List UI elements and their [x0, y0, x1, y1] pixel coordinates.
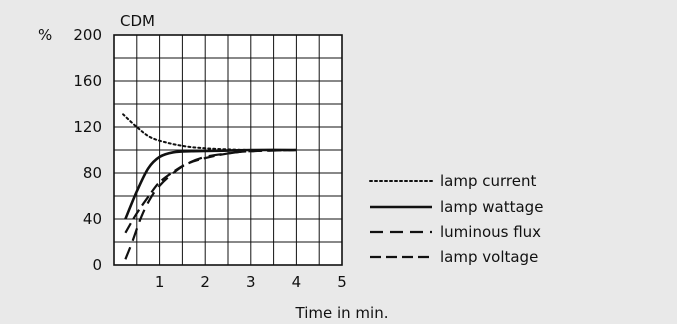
- legend: lamp current lamp wattage luminous flux lam…: [369, 172, 543, 266]
- y-axis-unit: %: [38, 26, 52, 44]
- series-line-luminous-flux: [124, 148, 297, 260]
- legend-label-lamp-current: lamp current: [440, 172, 536, 190]
- series-line-lamp-voltage: [124, 148, 297, 234]
- series-layer: [122, 113, 298, 260]
- plot-frame: [113, 34, 343, 266]
- y-tick-label: 80: [83, 164, 102, 182]
- y-tick-label: 160: [73, 72, 102, 90]
- x-axis-label: Time in min.: [295, 304, 389, 322]
- series-line-lamp-wattage: [124, 148, 297, 220]
- y-tick-label: 200: [73, 26, 102, 44]
- chart-title: CDM: [120, 12, 155, 30]
- y-tick-labels: 0 40 80 120 160 200: [73, 26, 102, 274]
- x-tick-label: 2: [200, 273, 210, 291]
- x-tick-label: 4: [292, 273, 302, 291]
- x-tick-label: 1: [155, 273, 165, 291]
- legend-label-lamp-wattage: lamp wattage: [440, 198, 543, 216]
- legend-label-lamp-voltage: lamp voltage: [440, 248, 538, 266]
- x-tick-labels: 1 2 3 4 5: [155, 273, 347, 291]
- y-tick-label: 120: [73, 118, 102, 136]
- x-tick-label: 5: [337, 273, 347, 291]
- y-tick-label: 0: [92, 256, 102, 274]
- x-tick-label: 3: [246, 273, 256, 291]
- legend-label-luminous-flux: luminous flux: [440, 223, 541, 241]
- y-tick-label: 40: [83, 210, 102, 228]
